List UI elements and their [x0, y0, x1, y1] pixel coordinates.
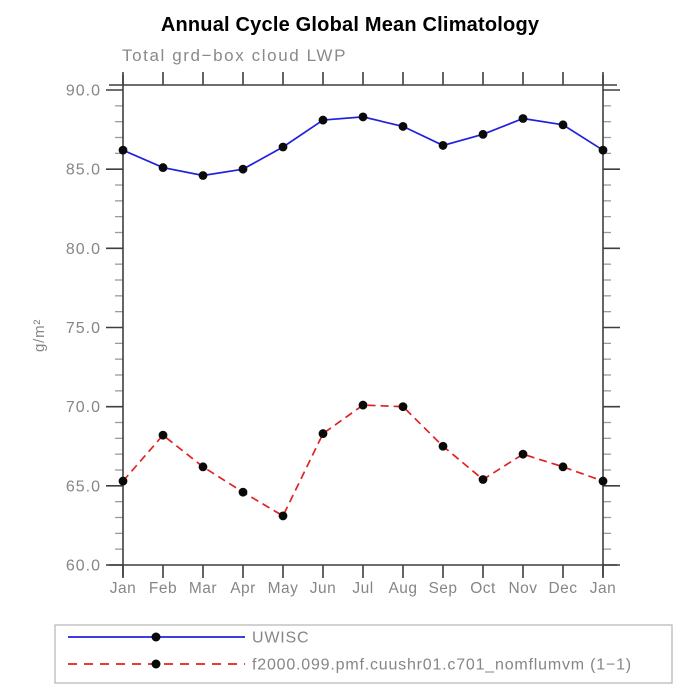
data-point — [598, 476, 608, 486]
x-tick-label: Jul — [352, 580, 373, 597]
x-tick-label: Mar — [189, 580, 217, 597]
chart-title: Annual Cycle Global Mean Climatology — [161, 14, 540, 36]
x-tick-label: Jun — [310, 580, 337, 597]
series-line-model — [122, 404, 604, 518]
y-tick-label: 70.0 — [66, 399, 101, 416]
data-point — [398, 122, 408, 131]
data-point — [158, 430, 168, 440]
x-tick-label: May — [268, 580, 299, 597]
series-layer — [118, 112, 608, 521]
data-point — [478, 475, 488, 484]
x-tick-label: Aug — [388, 580, 417, 597]
data-point — [478, 129, 488, 139]
data-point — [358, 112, 368, 122]
legend: UWISC f2000.099.pmf.cuushr01.c701_nomflu… — [54, 624, 673, 684]
axes-layer — [109, 75, 617, 577]
x-tick-label: Dec — [548, 580, 577, 597]
y-tick-label: 80.0 — [66, 241, 101, 258]
y-tick-label: 90.0 — [66, 83, 101, 100]
y-tick-label: 75.0 — [66, 320, 101, 337]
axis-ticks-layer — [106, 72, 620, 578]
data-point — [278, 142, 288, 152]
y-tick-label: 65.0 — [66, 478, 101, 495]
chart-subtitle: Total grd−box cloud LWP — [122, 46, 347, 65]
legend-box — [54, 624, 673, 684]
legend-label-model: f2000.099.pmf.cuushr01.c701_nomflumvm (1… — [252, 657, 632, 674]
data-point — [598, 145, 608, 155]
x-tick-label: Jan — [590, 580, 617, 597]
data-point — [558, 462, 568, 472]
x-tick-label: Oct — [470, 580, 496, 597]
x-tick-labels-layer: Jan Feb Mar Apr May Jun Jul Aug Sep Oct Nov Dec Jan — [110, 580, 617, 597]
data-point — [518, 449, 528, 459]
data-point — [438, 441, 448, 451]
data-point — [358, 400, 368, 410]
y-tick-label: 60.0 — [66, 558, 101, 575]
data-point — [198, 171, 208, 180]
x-tick-label: Apr — [230, 580, 256, 597]
data-point — [518, 114, 528, 123]
x-tick-label: Nov — [508, 580, 537, 597]
data-point — [398, 402, 408, 412]
data-point — [558, 120, 568, 130]
data-point — [238, 164, 248, 174]
y-axis-unit-label: g/m² — [31, 319, 48, 352]
y-tick-labels-layer: 90.0 85.0 80.0 75.0 70.0 65.0 60.0 — [66, 83, 101, 575]
data-point — [278, 511, 288, 521]
x-tick-label: Jan — [110, 580, 137, 597]
data-point — [238, 487, 248, 497]
x-tick-label: Feb — [149, 580, 177, 597]
data-point — [118, 476, 128, 486]
y-tick-label: 85.0 — [66, 162, 101, 179]
data-point — [198, 462, 208, 472]
data-point — [438, 141, 448, 150]
legend-marker-model — [151, 659, 161, 669]
x-tick-label: Sep — [428, 580, 457, 597]
legend-label-uwisc: UWISC — [252, 630, 309, 647]
series-line-obs — [122, 116, 604, 177]
data-point — [318, 115, 328, 125]
legend-marker-uwisc — [151, 632, 161, 642]
data-point — [118, 145, 128, 155]
data-point — [318, 429, 328, 438]
data-point — [158, 163, 168, 172]
